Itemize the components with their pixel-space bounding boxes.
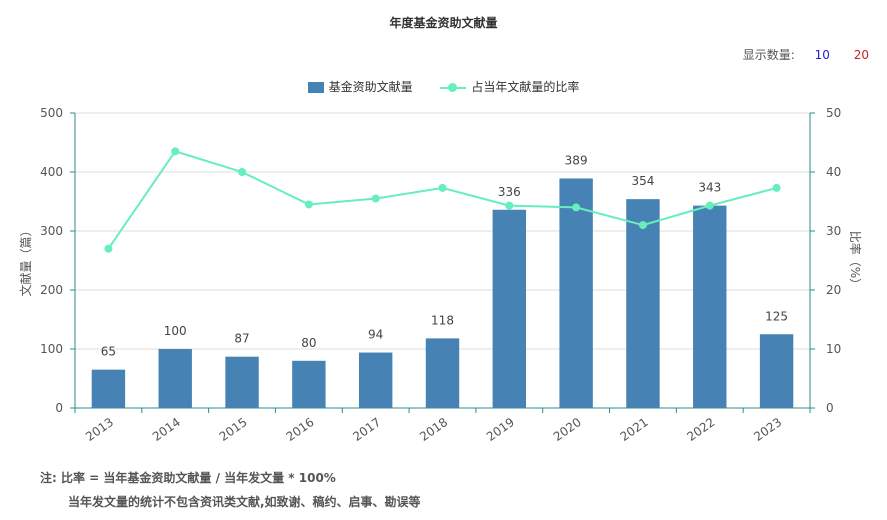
bar-value-label: 118 <box>431 313 454 327</box>
bar <box>559 178 593 408</box>
bar-value-label: 100 <box>164 324 187 338</box>
bar-value-label: 354 <box>632 174 655 188</box>
legend-bar-label: 基金资助文献量 <box>328 80 413 94</box>
ratio-point <box>371 194 380 203</box>
display-count-option-20[interactable]: 20 <box>853 48 869 62</box>
ratio-point <box>638 221 647 230</box>
bar-value-label: 65 <box>101 345 116 359</box>
bar-value-label: 94 <box>368 328 383 342</box>
x-tick-label: 2016 <box>284 415 317 444</box>
y2-tick-label: 0 <box>826 401 834 415</box>
bar-value-label: 125 <box>765 309 788 323</box>
bar <box>759 334 794 408</box>
bar <box>292 360 326 408</box>
chart-legend: 基金资助文献量 占当年文献量的比率 <box>0 78 887 95</box>
ratio-line <box>107 150 777 250</box>
bar <box>693 205 727 408</box>
y-tick-label: 200 <box>40 283 63 297</box>
bar <box>225 356 259 408</box>
ratio-point <box>772 183 781 192</box>
display-count-option-10[interactable]: 10 <box>814 48 830 62</box>
bar <box>91 369 126 408</box>
ratio-point <box>572 203 581 212</box>
legend-bar-swatch <box>307 82 324 93</box>
ratio-point <box>705 201 714 210</box>
y-axis-title: 文献量（篇） <box>18 224 33 296</box>
bar <box>425 338 460 408</box>
legend-item-line[interactable]: 占当年文献量的比率 <box>440 78 579 95</box>
y-tick-label: 400 <box>40 165 63 179</box>
x-tick-label: 2020 <box>551 415 584 444</box>
y-tick-label: 300 <box>40 224 63 238</box>
bar <box>358 352 393 408</box>
chart-title: 年度基金资助文献量 <box>389 16 498 30</box>
x-tick-label: 2018 <box>417 415 450 444</box>
x-tick-label: 2014 <box>150 415 183 444</box>
bar-value-label: 343 <box>698 181 721 195</box>
ratio-point <box>505 201 514 210</box>
y2-axis-title: 比率（%） <box>848 231 863 290</box>
ratio-point <box>304 200 313 209</box>
x-tick-label: 2013 <box>83 415 116 444</box>
y2-tick-label: 30 <box>826 224 841 238</box>
x-tick-label: 2022 <box>684 415 717 444</box>
y2-tick-label: 50 <box>826 106 841 120</box>
ratio-point <box>171 147 180 156</box>
x-tick-label: 2021 <box>618 415 651 444</box>
legend-line-swatch <box>440 82 467 93</box>
x-tick-label: 2017 <box>350 415 383 444</box>
bar-value-label: 336 <box>498 185 521 199</box>
x-tick-label: 2015 <box>217 415 250 444</box>
display-count-label: 显示数量: <box>742 48 795 62</box>
legend-item-bar[interactable]: 基金资助文献量 <box>307 78 413 95</box>
bar-value-label: 87 <box>234 332 249 346</box>
x-tick-label: 2023 <box>751 415 784 444</box>
y-tick-label: 500 <box>40 106 63 120</box>
y-tick-label: 0 <box>55 401 63 415</box>
y-tick-label: 100 <box>40 342 63 356</box>
bar-value-label: 80 <box>301 336 316 350</box>
x-tick-label: 2019 <box>484 415 517 444</box>
bar-value-label: 389 <box>565 153 588 167</box>
bar <box>158 349 192 408</box>
y2-tick-label: 10 <box>826 342 841 356</box>
footnote-exclusion: 当年发文量的统计不包含资讯类文献,如致谢、稿约、启事、勘误等 <box>68 495 421 509</box>
ratio-point <box>104 244 113 253</box>
footnote-formula: 注: 比率 = 当年基金资助文献量 / 当年发文量 * 100% <box>40 471 336 485</box>
ratio-point <box>238 168 247 176</box>
bar <box>492 209 527 408</box>
display-count-selector: 显示数量: 10 20 <box>735 46 869 63</box>
bar <box>626 199 660 408</box>
y2-tick-label: 40 <box>826 165 841 179</box>
legend-line-label: 占当年文献量的比率 <box>471 80 580 94</box>
ratio-point <box>438 183 447 192</box>
y2-tick-label: 20 <box>826 283 841 297</box>
